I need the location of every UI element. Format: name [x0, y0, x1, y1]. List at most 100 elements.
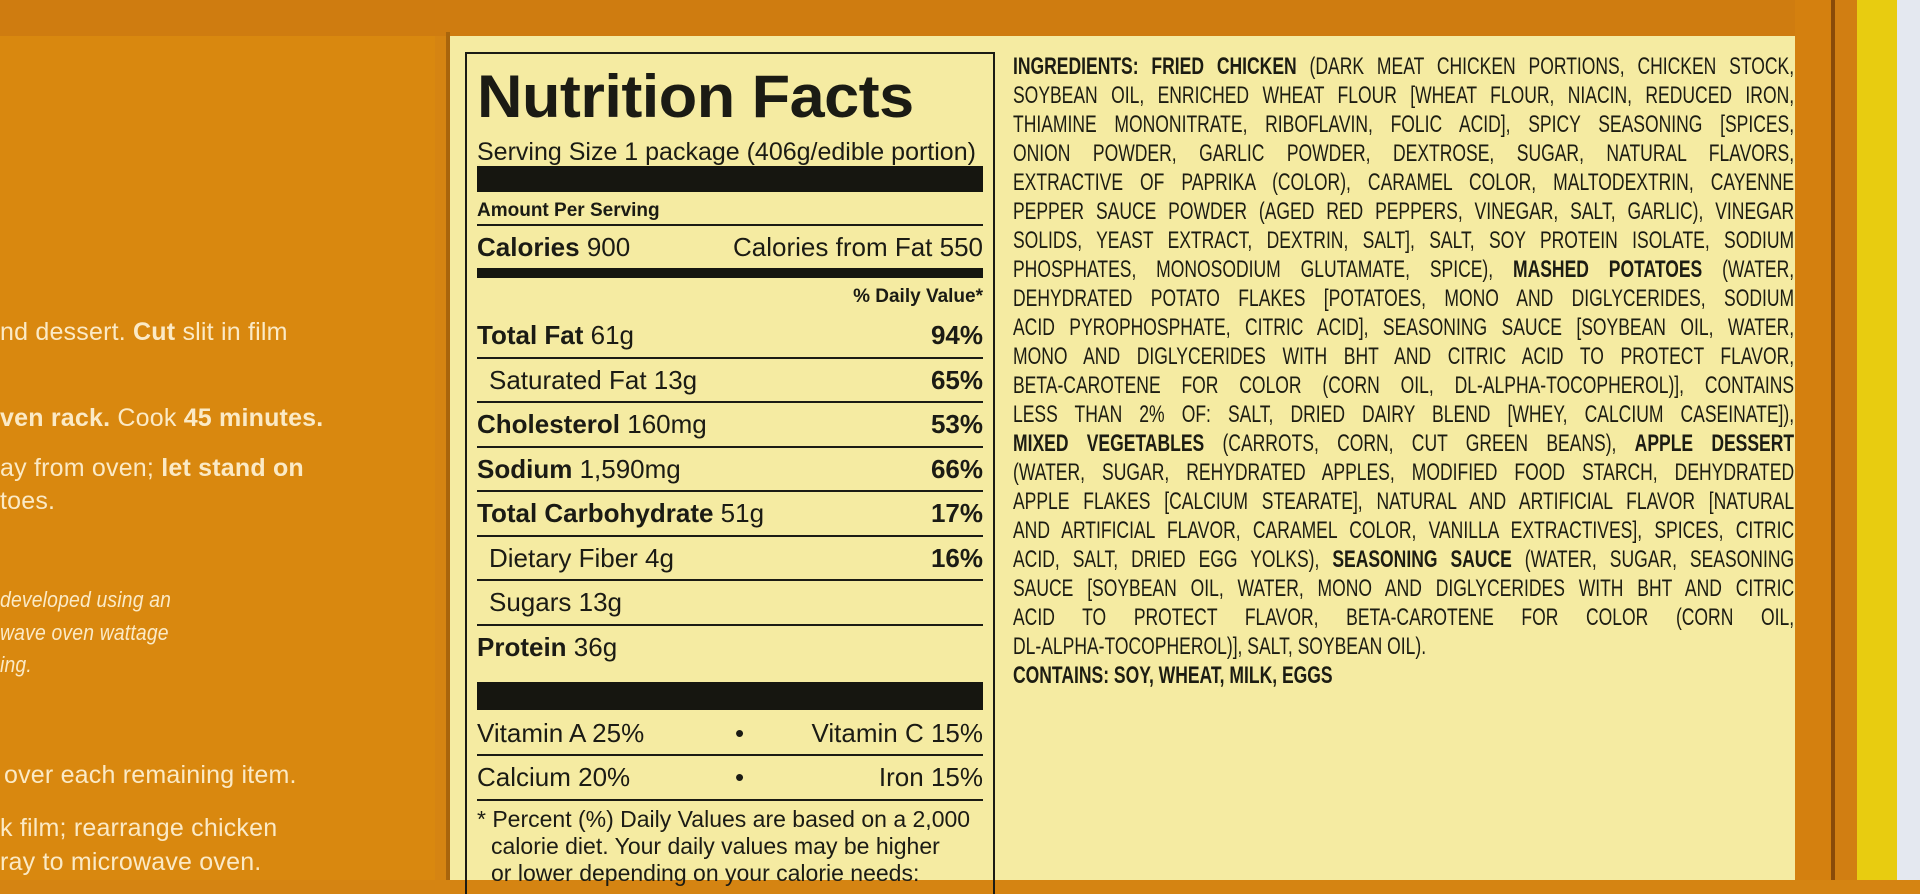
ingredients-line: SOYBEAN OIL, ENRICHED WHEAT FLOUR [WHEAT… [1013, 81, 1794, 110]
text: (WATER, SUGAR, SEASONING [1511, 546, 1795, 573]
nutrition-title: Nutrition Facts [477, 63, 914, 130]
text: LESS THAN 2% OF: SALT, DRIED DAIRY BLEND… [1013, 401, 1795, 428]
nutrient-amount: 13g [653, 364, 698, 395]
nutrient-label: Cholesterol [477, 409, 628, 439]
label-panel-border [446, 32, 450, 880]
instruction-line: toes. [0, 487, 55, 516]
serving-size: Serving Size 1 package (406g/edible port… [477, 138, 976, 166]
text: AND ARTIFICIAL FLAVOR, CARAMEL COLOR, VA… [1013, 517, 1795, 544]
bold-text: 45 minutes. [183, 404, 324, 432]
nutrient-amount: 51g [720, 498, 765, 528]
nutrient-label: Sodium [477, 453, 580, 484]
nutrient-label: Saturated Fat [489, 364, 654, 395]
package-top-edge [0, 0, 1920, 36]
instruction-line: over each remaining item. [4, 761, 297, 790]
amount-per-serving: Amount Per Serving [477, 200, 660, 221]
text: toes. [0, 487, 56, 515]
daily-value-percent: 53% [930, 409, 983, 439]
bold-text: let stand on [161, 454, 304, 482]
nutrient-row: Total Carbohydrate 51g 17% [477, 498, 983, 529]
daily-value-percent: 17% [930, 498, 983, 528]
instruction-note-line: wave oven wattage [0, 620, 169, 645]
bold-text: INGREDIENTS: FRIED CHICKEN [1013, 53, 1297, 80]
instruction-line: ay from oven; let stand on [0, 454, 304, 483]
ingredients-line: (WATER, SUGAR, REHYDRATED APPLES, MODIFI… [1013, 458, 1794, 487]
ingredients-line: AND ARTIFICIAL FLAVOR, CARAMEL COLOR, VA… [1013, 516, 1794, 545]
calories-row: Calories 900 Calories from Fat 550 [477, 232, 983, 263]
text: (DARK MEAT CHICKEN PORTIONS, CHICKEN STO… [1296, 53, 1795, 80]
instruction-line: ven rack. Cook 45 minutes. [0, 404, 323, 433]
divider [477, 490, 983, 492]
nutrient-row: Cholesterol 160mg 53% [477, 409, 983, 440]
daily-value-percent: 66% [930, 453, 983, 484]
footnote-line: * Percent (%) Daily Values are based on … [477, 806, 971, 832]
text: THIAMINE MONONITRATE, RIBOFLAVIN, FOLIC … [1013, 111, 1795, 138]
divider [477, 799, 983, 801]
nutrient-row: Sodium 1,590mg 66% [477, 454, 983, 485]
nutrient-row: Protein 36g [477, 632, 983, 663]
nutrient-amount: 160mg [627, 409, 707, 439]
calcium: Calcium 20% [477, 762, 631, 792]
divider [477, 401, 983, 403]
text: MONO AND DIGLYCERIDES WITH BHT AND CITRI… [1013, 343, 1795, 370]
daily-value-percent: 16% [930, 542, 983, 573]
text: PHOSPHATES, MONOSODIUM GLUTAMATE, SPICE)… [1013, 256, 1513, 283]
text: ACID TO PROTECT FLAVOR, BETA-CAROTENE FO… [1013, 604, 1795, 631]
text: EXTRACTIVE OF PAPRIKA (COLOR), CARAMEL C… [1013, 169, 1795, 196]
divider [477, 623, 983, 626]
nutrient-row: Total Fat 61g 94% [477, 320, 983, 351]
instruction-note-line: ing. [0, 652, 32, 677]
ingredients-line: APPLE FLAKES [CALCIUM STEARATE], NATURAL… [1013, 487, 1794, 516]
text: ay from oven; [0, 454, 162, 482]
nutrient-amount: 36g [573, 631, 618, 662]
ingredients-line: DEHYDRATED POTATO FLAKES [POTATOES, MONO… [1013, 284, 1794, 313]
bold-text: MIXED VEGETABLES [1013, 430, 1205, 457]
text: DEHYDRATED POTATO FLAKES [POTATOES, MONO… [1013, 285, 1795, 312]
text: ONION POWDER, GARLIC POWDER, DEXTROSE, S… [1013, 140, 1795, 167]
text: k film; rearrange chicken [0, 814, 278, 842]
ingredients-line: LESS THAN 2% OF: SALT, DRIED DAIRY BLEND… [1013, 400, 1794, 429]
ingredients-line: PHOSPHATES, MONOSODIUM GLUTAMATE, SPICE)… [1013, 255, 1794, 284]
bullet: • [735, 718, 745, 748]
text: SAUCE [SOYBEAN OIL, WATER, MONO AND DIGL… [1013, 575, 1795, 602]
divider [477, 534, 983, 537]
bold-text: Cut [133, 318, 176, 346]
text: ray to microwave oven. [0, 848, 262, 876]
text: ACID PYROPHOSPHATE, CITRIC ACID], SEASON… [1013, 314, 1795, 341]
vitamin-row-2: Calcium 20% • Iron 15% [477, 762, 983, 793]
divider [477, 579, 983, 581]
ingredients-line: MONO AND DIGLYCERIDES WITH BHT AND CITRI… [1013, 342, 1794, 371]
text: SOLIDS, YEAST EXTRACT, DEXTRIN, SALT], S… [1013, 227, 1795, 254]
package-yellow-edge [1857, 0, 1897, 880]
bold-text: SEASONING SAUCE [1332, 546, 1512, 573]
bold-text: APPLE DESSERT [1634, 430, 1795, 457]
divider [477, 445, 983, 448]
ingredients-line: INGREDIENTS: FRIED CHICKEN (DARK MEAT CH… [1013, 52, 1794, 81]
nutrient-row: Saturated Fat 13g 65% [477, 365, 983, 396]
nutrient-amount: 4g [645, 542, 674, 573]
ingredients-list: INGREDIENTS: FRIED CHICKEN (DARK MEAT CH… [1013, 52, 1920, 661]
calories-label: Calories [477, 232, 580, 262]
text: (CARROTS, CORN, CUT GREEN BEANS), [1204, 430, 1635, 457]
daily-value-percent: 94% [930, 320, 983, 350]
vitamin-c: Vitamin C 15% [811, 718, 984, 748]
text: PEPPER SAUCE POWDER (AGED RED PEPPERS, V… [1013, 198, 1795, 225]
package-side-strip [1795, 0, 1831, 880]
text: BETA-CAROTENE FOR COLOR (CORN OIL, DL-AL… [1013, 372, 1795, 399]
daily-value-header: % Daily Value* [853, 286, 983, 307]
bold-text: ven rack. [0, 404, 111, 432]
divider [477, 754, 983, 756]
background-surface [1897, 0, 1920, 880]
calories-value: 900 [586, 232, 631, 262]
thick-divider [477, 166, 983, 192]
nutrient-label: Total Fat [477, 320, 591, 350]
divider [477, 224, 983, 226]
nutrient-amount: 61g [590, 320, 635, 350]
instruction-line: nd dessert. Cut slit in film [0, 318, 288, 347]
ingredients-line: ACID PYROPHOSPHATE, CITRIC ACID], SEASON… [1013, 313, 1794, 342]
text: APPLE FLAKES [CALCIUM STEARATE], NATURAL… [1013, 488, 1795, 515]
vitamin-a: Vitamin A 25% [477, 718, 645, 748]
ingredients-line: ONION POWDER, GARLIC POWDER, DEXTROSE, S… [1013, 139, 1794, 168]
daily-value-percent: 65% [930, 364, 983, 395]
ingredients-line: SAUCE [SOYBEAN OIL, WATER, MONO AND DIGL… [1013, 574, 1794, 603]
